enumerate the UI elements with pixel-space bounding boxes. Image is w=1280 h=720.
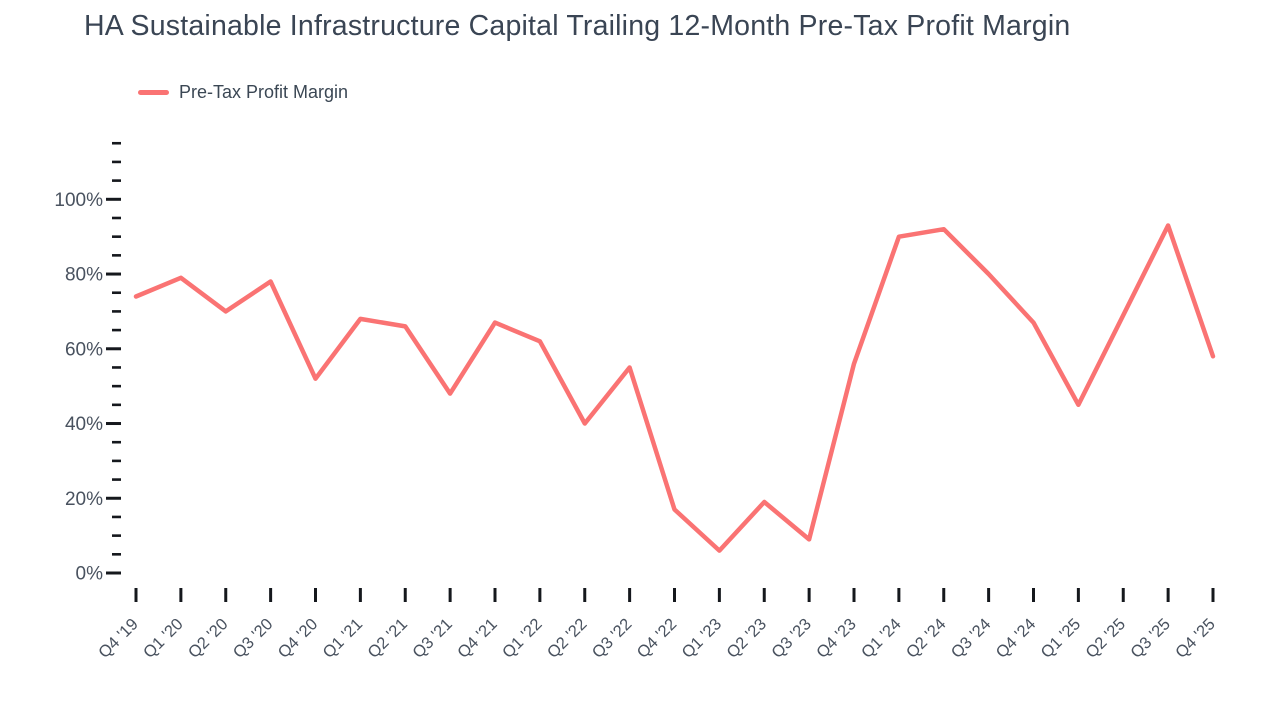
legend-label: Pre-Tax Profit Margin (179, 82, 349, 102)
x-tick-label: Q3 '22 (589, 615, 636, 662)
x-tick-label: Q3 '24 (948, 615, 995, 662)
profit-margin-line (133, 223, 1216, 553)
legend: Pre-Tax Profit Margin (138, 82, 348, 103)
x-tick-label: Q4 '20 (275, 615, 322, 662)
y-tick-label: 80% (65, 265, 103, 286)
x-tick-label: Q4 '19 (95, 615, 142, 662)
x-tick-label: Q2 '22 (544, 615, 591, 662)
x-tick-label: Q1 '21 (319, 615, 366, 662)
x-tick-label: Q3 '20 (230, 615, 277, 662)
x-tick-label: Q3 '21 (409, 615, 456, 662)
x-tick-label: Q2 '23 (723, 615, 770, 662)
x-tick-label: Q4 '24 (993, 615, 1040, 662)
x-tick-label: Q3 '25 (1127, 615, 1174, 662)
x-tick-label: Q1 '23 (678, 615, 725, 662)
x-tick-label: Q4 '22 (634, 615, 681, 662)
x-axis-ticks (134, 588, 1215, 602)
x-tick-label: Q4 '25 (1172, 615, 1219, 662)
x-tick-label: Q1 '25 (1037, 615, 1084, 662)
x-tick-label: Q1 '20 (140, 615, 187, 662)
series-lines (133, 223, 1216, 553)
y-axis-labels: 0% 20% 40% 60% 80% 100% (54, 190, 103, 585)
x-tick-label: Q3 '23 (768, 615, 815, 662)
x-tick-label: Q1 '22 (499, 615, 546, 662)
y-axis-ticks (106, 141, 121, 575)
chart-title: HA Sustainable Infrastructure Capital Tr… (84, 10, 1071, 42)
x-tick-label: Q2 '25 (1082, 615, 1129, 662)
legend-line-swatch-icon (138, 90, 169, 95)
x-tick-label: Q2 '24 (903, 615, 950, 662)
x-tick-label: Q4 '23 (813, 615, 860, 662)
y-tick-label: 60% (65, 339, 103, 360)
x-tick-label: Q1 '24 (858, 615, 905, 662)
y-tick-label: 0% (76, 564, 104, 585)
y-tick-label: 100% (54, 190, 103, 211)
y-tick-label: 20% (65, 489, 103, 510)
y-tick-label: 40% (65, 414, 103, 435)
x-tick-label: Q2 '20 (185, 615, 232, 662)
x-tick-label: Q2 '21 (364, 615, 411, 662)
x-tick-label: Q4 '21 (454, 615, 501, 662)
